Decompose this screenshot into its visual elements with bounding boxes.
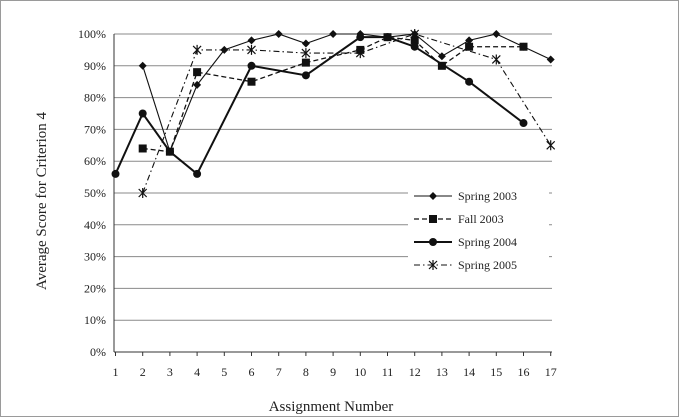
y-tick-label: 40%	[84, 218, 106, 232]
x-tick-label: 15	[490, 365, 502, 379]
data-point	[410, 42, 419, 51]
data-point	[410, 29, 420, 39]
x-tick-label: 14	[463, 365, 475, 379]
x-axis-tick-labels: 1 2 3 4 5 6 7 8 9 10 11 12 13 14 15 16 17	[113, 365, 557, 379]
data-point	[410, 36, 419, 45]
data-point	[138, 61, 147, 70]
data-point	[247, 36, 256, 45]
data-point	[546, 140, 556, 151]
y-tick-label: 100%	[78, 27, 106, 41]
y-tick-label: 60%	[84, 154, 106, 168]
data-point	[193, 80, 202, 89]
x-tick-label: 2	[140, 365, 146, 379]
data-point	[355, 48, 365, 59]
data-point	[247, 44, 256, 55]
legend-item: Spring 2005	[414, 258, 517, 272]
x-axis-title: Assignment Number	[269, 399, 394, 415]
data-point	[247, 61, 256, 70]
x-tick-label: 4	[194, 365, 200, 379]
series-layer	[111, 29, 556, 198]
legend-item: Spring 2004	[414, 235, 517, 249]
legend-item: Spring 2003	[414, 189, 517, 203]
data-point	[519, 119, 528, 128]
x-tick-label: 5	[221, 365, 227, 379]
gridlines	[114, 33, 552, 353]
y-tick-label: 70%	[84, 122, 106, 136]
data-point	[492, 30, 501, 38]
series-line	[114, 36, 525, 176]
x-tick-label: 16	[518, 365, 530, 379]
x-tick-label: 1	[113, 365, 119, 379]
legend-label: Spring 2004	[458, 235, 517, 249]
y-tick-label: 80%	[84, 91, 106, 105]
data-point	[465, 42, 474, 51]
data-point	[165, 147, 174, 156]
data-point	[193, 68, 202, 77]
data-point	[192, 44, 202, 55]
x-tick-label: 11	[382, 365, 394, 379]
data-point	[465, 77, 474, 86]
x-tick-label: 13	[436, 365, 448, 379]
legend-label: Fall 2003	[458, 212, 504, 226]
x-tick-label: 9	[330, 365, 336, 379]
data-point	[301, 71, 310, 80]
data-point	[491, 54, 501, 65]
x-tick-label: 3	[167, 365, 173, 379]
data-point	[383, 33, 392, 42]
legend-marker	[429, 238, 437, 246]
y-axis-title: Average Score for Criterion 4	[34, 112, 50, 290]
data-point	[193, 169, 202, 178]
y-tick-label: 20%	[84, 281, 106, 295]
x-tick-label: 12	[409, 365, 421, 379]
data-point	[329, 30, 338, 38]
legend-item: Fall 2003	[414, 212, 504, 226]
series-line	[142, 33, 551, 154]
data-point	[111, 169, 120, 178]
x-tick-label: 8	[303, 365, 309, 379]
data-point	[138, 109, 147, 118]
data-point	[138, 188, 148, 198]
data-point	[138, 144, 147, 153]
data-point	[437, 61, 446, 70]
series-3	[111, 33, 528, 178]
legend-label: Spring 2005	[458, 258, 517, 272]
data-point	[546, 55, 555, 64]
legend-label: Spring 2003	[458, 189, 517, 203]
data-point	[301, 39, 310, 48]
x-tick-label: 6	[249, 365, 255, 379]
y-tick-label: 10%	[84, 313, 106, 327]
data-point	[274, 30, 283, 38]
series-4	[138, 29, 556, 198]
legend: Spring 2003 Fall 2003 Spring 2004 Spring 20…	[408, 185, 549, 283]
legend-marker	[428, 260, 438, 270]
legend-marker	[429, 192, 437, 200]
legend-marker	[429, 215, 437, 223]
y-tick-label: 0%	[90, 345, 106, 359]
data-point	[301, 48, 311, 59]
data-point	[356, 33, 365, 42]
y-tick-label: 30%	[84, 250, 106, 264]
x-tick-label: 7	[276, 365, 282, 379]
data-point	[301, 58, 310, 67]
x-tick-label: 17	[545, 365, 557, 379]
data-point	[519, 42, 528, 51]
data-point	[247, 77, 256, 86]
series-1	[138, 30, 555, 156]
axes	[113, 34, 552, 356]
data-point	[437, 52, 446, 61]
x-tick-label: 10	[354, 365, 366, 379]
y-tick-label: 90%	[84, 59, 106, 73]
data-point	[465, 36, 474, 45]
series-line	[142, 36, 524, 153]
y-tick-label: 50%	[84, 186, 106, 200]
series-line	[142, 33, 552, 194]
y-axis-tick-labels: 0% 10% 20% 30% 40% 50% 60% 70% 80% 90% 100%	[78, 27, 106, 359]
